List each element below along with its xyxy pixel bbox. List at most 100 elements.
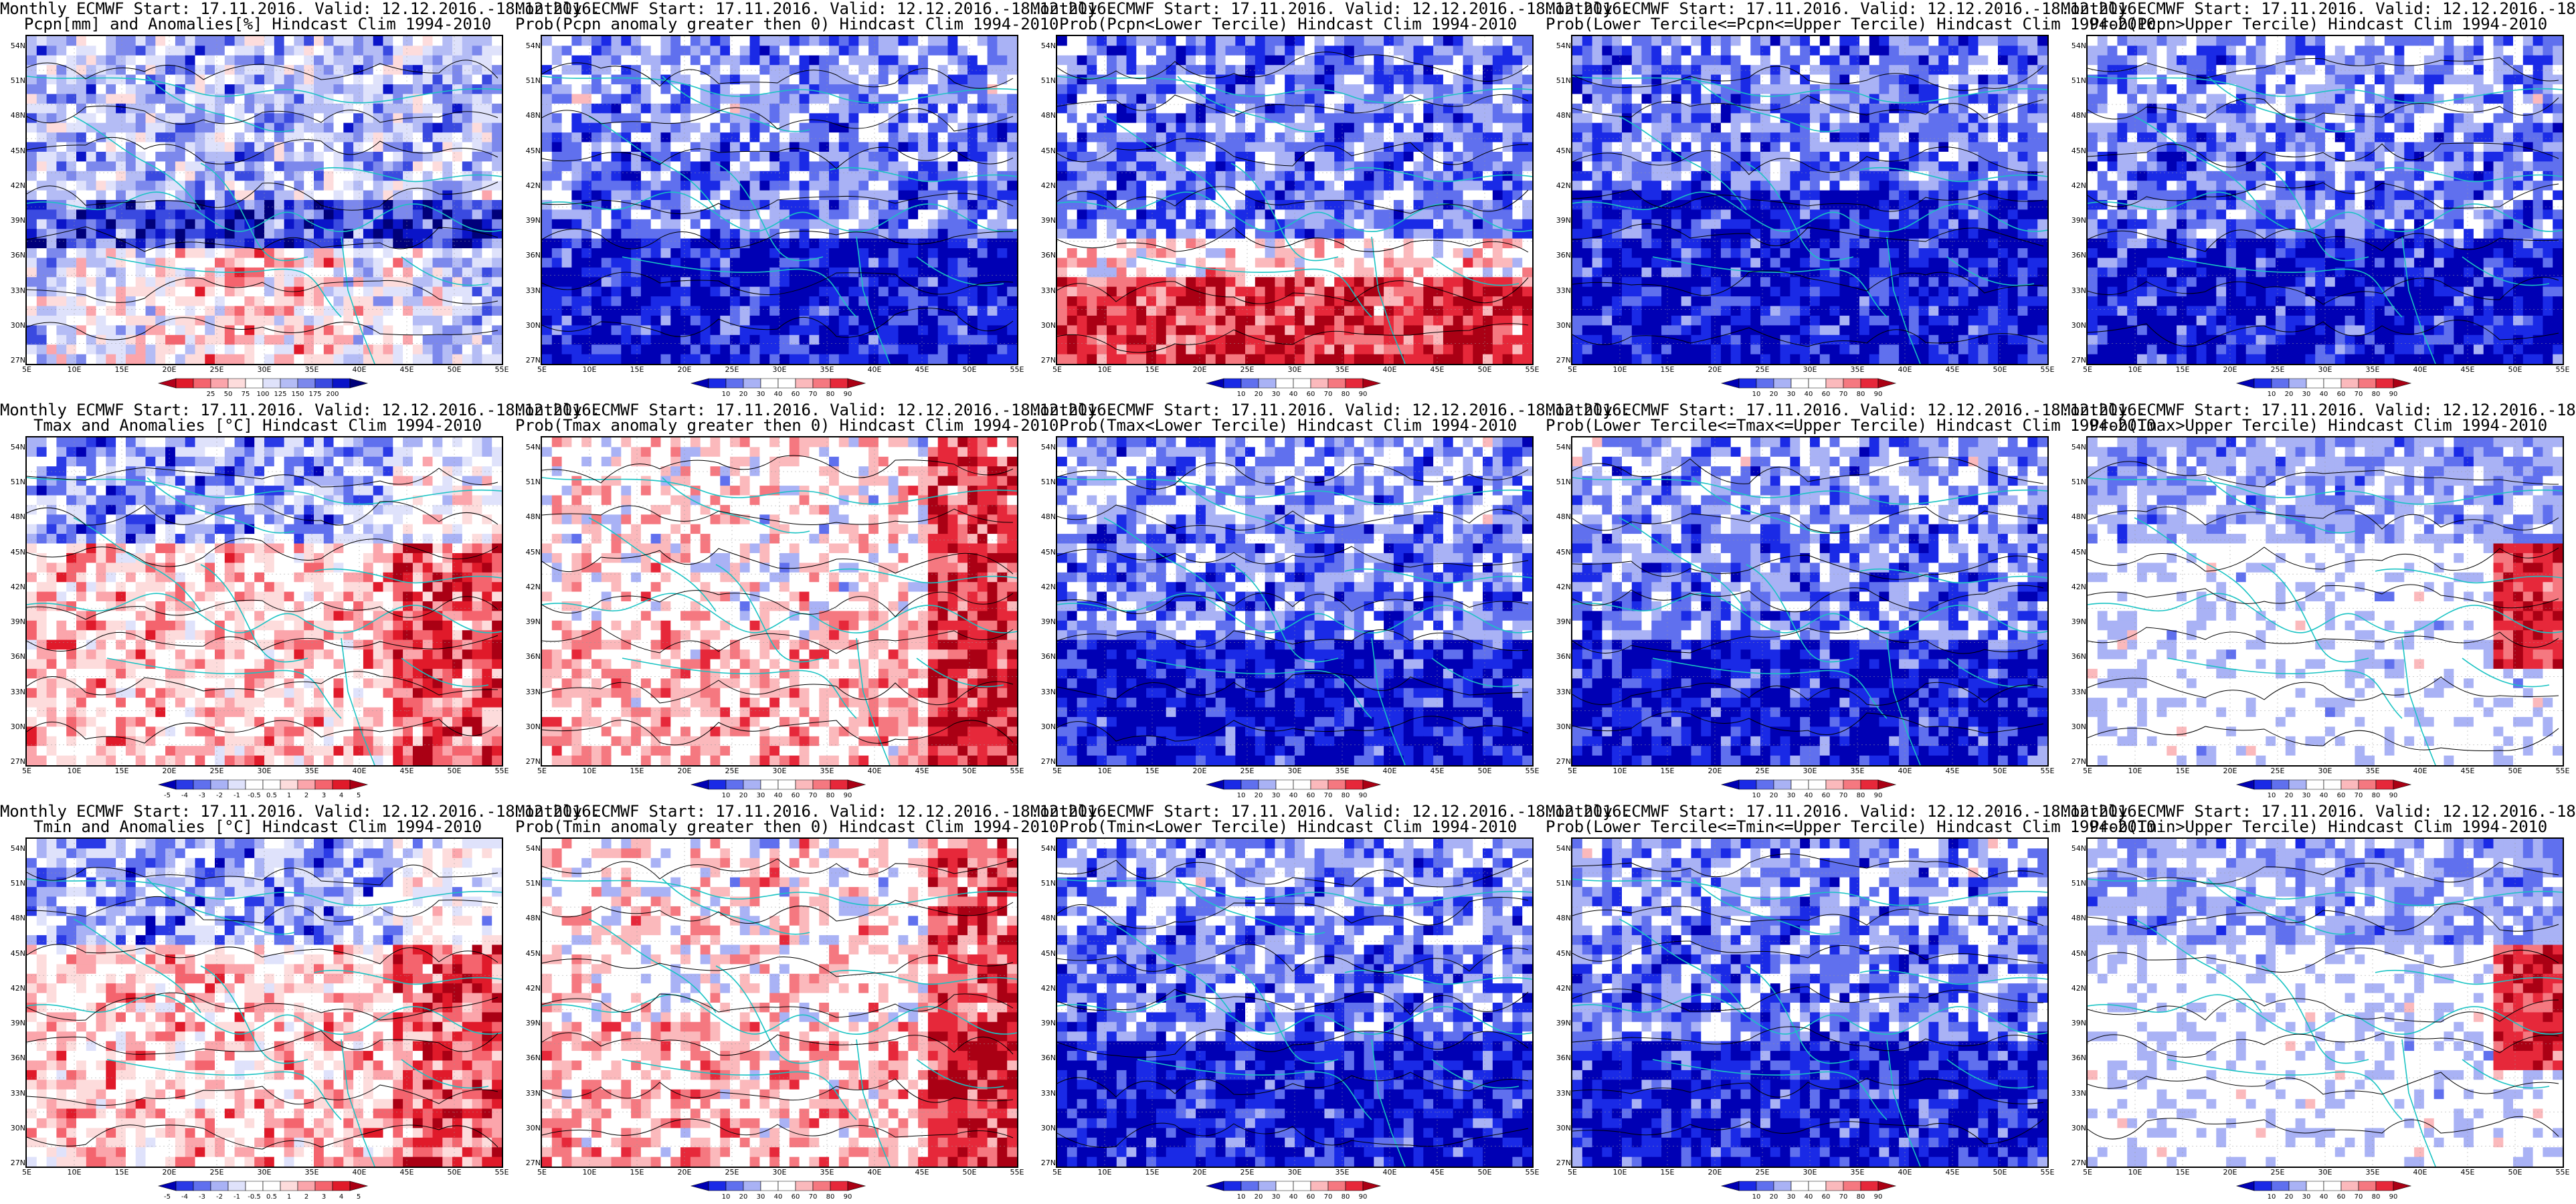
field-cell <box>1433 55 1444 66</box>
field-cell <box>829 181 840 191</box>
field-cell <box>135 122 147 133</box>
field-cell <box>96 334 106 345</box>
field-cell <box>1087 151 1097 162</box>
field-cell <box>442 55 453 66</box>
field-cell <box>175 55 186 66</box>
field-cell <box>195 354 205 364</box>
field-cell <box>680 286 691 297</box>
field-cell <box>581 113 592 124</box>
field-cell <box>432 334 443 345</box>
field-cell <box>1057 315 1068 326</box>
field-cell <box>1225 142 1236 153</box>
field-cell <box>1433 103 1444 114</box>
field-cell <box>858 334 869 345</box>
field-cell <box>1057 55 1068 66</box>
field-cell <box>462 354 473 364</box>
field-cell <box>1146 325 1157 336</box>
field-cell <box>155 238 166 249</box>
field-cell <box>274 132 285 143</box>
field-cell <box>1205 151 1216 162</box>
field-cell <box>1502 113 1513 124</box>
field-cell <box>175 190 186 201</box>
field-cell <box>809 94 820 104</box>
field-cell <box>650 248 662 259</box>
field-cell <box>205 258 215 268</box>
field-cell <box>898 334 909 345</box>
field-cell <box>1364 325 1374 336</box>
field-cell <box>383 315 393 326</box>
field-cell <box>432 113 443 124</box>
field-cell <box>1433 161 1444 172</box>
field-cell <box>611 161 622 172</box>
field-cell <box>660 94 671 104</box>
field-cell <box>66 55 77 66</box>
latitude-label: 39N <box>3 216 25 225</box>
field-cell <box>403 132 413 143</box>
field-cell <box>1453 190 1464 201</box>
field-cell <box>383 306 393 316</box>
field-cell <box>1344 45 1355 56</box>
field-cell <box>452 190 463 201</box>
field-cell <box>215 200 225 210</box>
field-cell <box>304 229 314 239</box>
field-cell <box>323 286 335 297</box>
field-cell <box>1314 65 1325 76</box>
field-cell <box>155 36 166 46</box>
field-cell <box>551 209 563 220</box>
field-cell <box>492 267 502 278</box>
field-cell <box>215 209 225 220</box>
field-cell <box>888 229 899 239</box>
field-cell <box>947 267 958 278</box>
field-cell <box>165 315 176 326</box>
field-cell <box>106 267 116 278</box>
field-cell <box>482 55 492 66</box>
field-cell <box>611 94 622 104</box>
field-cell <box>1087 209 1097 220</box>
field-cell <box>323 315 335 326</box>
colorbar-label: 80 <box>826 391 835 398</box>
field-cell <box>1235 94 1246 104</box>
field-cell <box>304 315 314 326</box>
field-cell <box>412 171 424 181</box>
field-cell <box>135 171 147 181</box>
coastline <box>27 191 502 232</box>
field-cell <box>779 45 790 56</box>
colorbar-swatch <box>349 378 369 389</box>
field-cell <box>1502 55 1513 66</box>
field-cell <box>1492 161 1503 172</box>
field-cell <box>343 84 354 95</box>
field-cell <box>1463 190 1473 201</box>
field-cell <box>1087 181 1097 191</box>
field-cell <box>809 306 820 316</box>
field-cell <box>1453 84 1464 95</box>
field-cell <box>947 344 958 355</box>
field-cell <box>145 113 156 124</box>
field-cell <box>1136 132 1147 143</box>
field-cell <box>1067 286 1078 297</box>
field-cell <box>106 258 116 268</box>
field-cell <box>442 84 453 95</box>
field-cell <box>145 103 156 114</box>
field-cell <box>422 238 434 249</box>
field-cell <box>987 315 998 326</box>
field-cell <box>106 190 116 201</box>
field-cell <box>1225 277 1236 288</box>
field-cell <box>1077 55 1087 66</box>
field-cell <box>86 238 97 249</box>
field-cell <box>1393 286 1404 297</box>
field-cell <box>898 103 909 114</box>
field-cell <box>789 334 800 345</box>
field-cell <box>611 277 622 288</box>
field-cell <box>690 151 701 162</box>
field-cell <box>46 286 57 297</box>
field-cell <box>819 296 830 307</box>
field-cell <box>155 94 166 104</box>
field-cell <box>1304 65 1315 76</box>
field-cell <box>591 334 602 345</box>
field-cell <box>819 36 830 46</box>
field-cell <box>1304 45 1315 56</box>
field-cell <box>690 277 701 288</box>
field-cell <box>977 122 988 133</box>
field-cell <box>1186 325 1196 336</box>
field-cell <box>1107 344 1117 355</box>
